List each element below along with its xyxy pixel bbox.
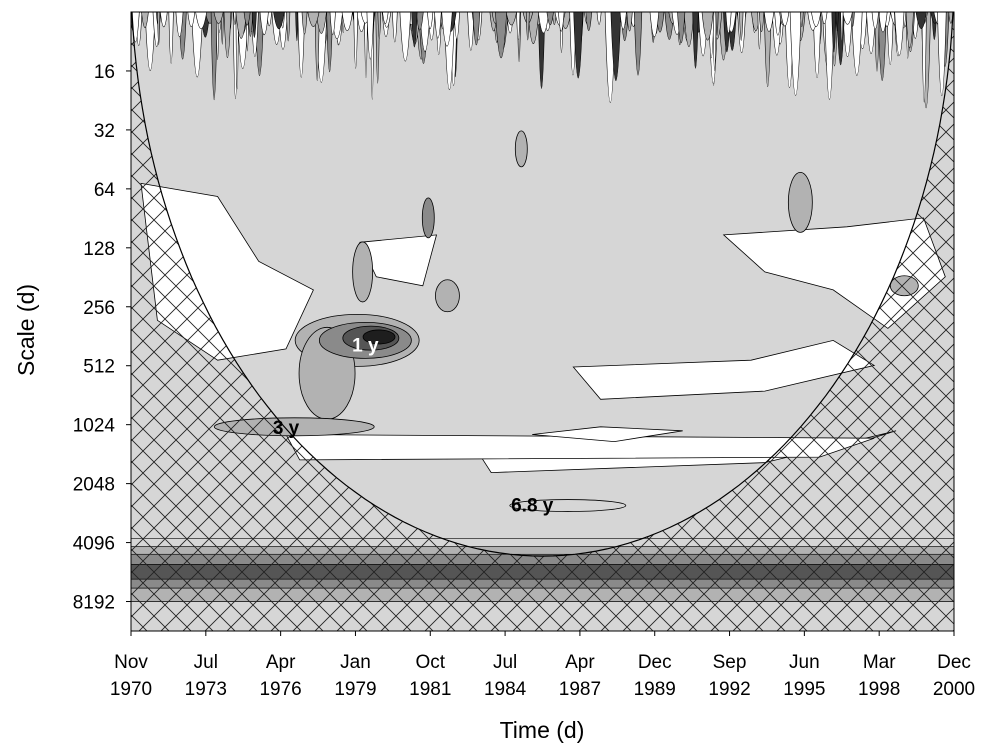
y-tick-label: 64 <box>94 180 116 201</box>
power-contour-1y-upper <box>352 241 374 303</box>
x-tick-year: 1984 <box>484 679 527 700</box>
fine-scale-streak <box>366 12 375 60</box>
x-tick-year: 1998 <box>858 679 900 700</box>
period-annotation: 6.8 y <box>511 496 554 517</box>
x-tick-month: Jan <box>340 652 371 673</box>
cone-of-influence-hatch <box>131 12 954 631</box>
y-tick-label: 32 <box>94 121 115 142</box>
y-axis-label: Scale (d) <box>13 284 39 376</box>
x-tick-year: 1995 <box>783 679 825 700</box>
x-tick-month: Oct <box>415 652 445 673</box>
fine-scale-streak <box>168 12 174 64</box>
plot-area <box>131 12 954 631</box>
fine-scale-streak <box>677 12 686 44</box>
power-contour-spot <box>787 171 813 233</box>
period-annotation: 1 y <box>352 336 379 357</box>
y-tick-label: 256 <box>83 298 115 319</box>
x-tick-year: 1987 <box>559 679 601 700</box>
fine-scale-streak <box>157 12 161 46</box>
power-contour-spot <box>435 279 460 313</box>
power-contour-1y-core <box>362 329 396 345</box>
fine-scale-streak <box>937 12 947 97</box>
period-annotation: 3 y <box>273 418 300 439</box>
fine-scale-streak <box>812 12 822 79</box>
fine-scale-streak <box>633 12 643 76</box>
y-tick-label: 512 <box>83 357 115 378</box>
fine-scale-streak <box>610 12 622 81</box>
fine-scale-streak <box>495 12 508 59</box>
fine-scale-streak <box>223 12 232 59</box>
fine-scale-streak <box>692 12 699 69</box>
fine-scale-streak <box>210 12 218 101</box>
fine-scale-streak <box>921 12 927 103</box>
y-tick-label: 16 <box>94 62 115 83</box>
fine-scale-streak <box>220 12 224 45</box>
fine-scale-streak <box>851 12 863 76</box>
x-tick-year: 1989 <box>634 679 676 700</box>
cone-of-influence-boundary <box>131 12 954 557</box>
x-tick-month: Dec <box>638 652 672 673</box>
y-tick-label: 128 <box>83 239 115 260</box>
x-tick-month: Jul <box>493 652 517 673</box>
x-tick-year: 1973 <box>185 679 227 700</box>
power-contour-6-8y <box>509 499 627 512</box>
fine-scale-streak <box>894 12 905 56</box>
fine-scale-streak <box>472 12 481 46</box>
x-axis: Nov 1970 Jul 1973 Apr 1976 Jan 1979 Oct 1981 Jul 19… <box>110 631 975 700</box>
y-tick-label: 8192 <box>73 593 115 614</box>
power-contour-spot <box>421 197 435 239</box>
y-tick-label: 4096 <box>73 534 115 555</box>
fine-scale-streak <box>399 12 412 62</box>
x-tick-year: 1979 <box>334 679 376 700</box>
x-tick-month: Dec <box>937 652 971 673</box>
y-axis: 16 32 64 128 256 512 1024 2048 4096 8192 <box>73 62 131 614</box>
y-tick-label: 1024 <box>73 416 116 437</box>
fine-scale-streak <box>441 12 453 47</box>
x-tick-year: 2000 <box>933 679 975 700</box>
annotations: 1 y 3 y 6.8 y <box>273 336 554 517</box>
x-tick-month: Mar <box>863 652 896 673</box>
x-tick-month: Jun <box>789 652 820 673</box>
x-tick-year: 1976 <box>259 679 301 700</box>
fine-scale-streak <box>392 12 398 43</box>
fine-scale-streak <box>411 12 418 48</box>
y-tick-label: 2048 <box>73 475 115 496</box>
x-tick-month: Sep <box>713 652 747 673</box>
power-contour-spot <box>514 130 528 168</box>
fine-scale-streak <box>353 12 359 69</box>
x-tick-month: Apr <box>266 652 296 673</box>
fine-scale-streak <box>905 12 914 49</box>
x-tick-month: Jul <box>194 652 218 673</box>
x-tick-year: 1981 <box>409 679 451 700</box>
x-axis-label: Time (d) <box>500 717 585 743</box>
x-tick-year: 1970 <box>110 679 152 700</box>
x-tick-year: 1992 <box>708 679 750 700</box>
x-tick-month: Apr <box>565 652 595 673</box>
x-tick-month: Nov <box>114 652 148 673</box>
plot-frame <box>130 11 955 632</box>
white-region-lens <box>532 426 683 443</box>
fine-scale-streak <box>573 12 584 79</box>
fine-scale-streak <box>842 12 853 57</box>
fine-scale-streak <box>789 12 802 96</box>
